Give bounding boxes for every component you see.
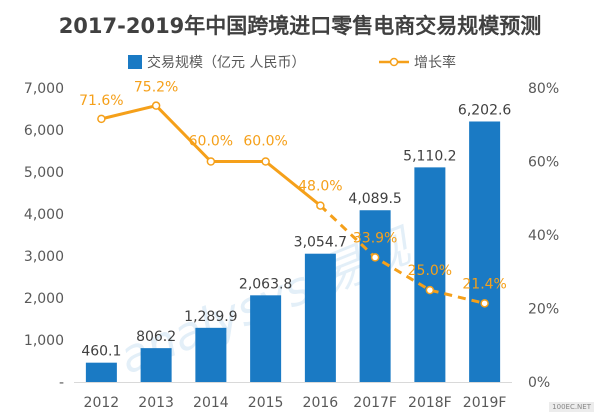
labels-layer: 460.1 806.2 1,289.9 2,063.8 3,054.7 4,089.5 5,… [79,80,511,360]
y-left-tick-label: 1,000 [24,333,64,349]
growth-value-label: 21.4% [462,276,506,292]
growth-value-label: 33.9% [353,230,397,246]
bar-value-label: 806.2 [136,329,176,345]
x-tick-label: 2014 [193,395,229,411]
x-tick-label: 2013 [138,395,174,411]
y-left-tick-label: 7,000 [24,81,64,97]
growth-point-2017F [370,253,380,262]
growth-point-2014 [206,157,216,166]
x-tick-label: 2016 [303,395,339,411]
y-left-tick-label: - [59,375,64,391]
y-left-tick-label: 4,000 [24,207,64,223]
growth-point-2019F [480,299,489,308]
growth-point-2016 [316,201,325,210]
line-layer [97,101,489,308]
legend-label-line: 增长率 [414,54,456,71]
growth-line-actual [101,103,322,207]
bar-value-label: 1,289.9 [184,309,237,325]
x-tick-label: 2018F [408,395,452,411]
growth-value-label: 75.2% [134,80,178,96]
y-right-tick-label: 40% [528,228,559,244]
bar-2016 [304,253,336,382]
x-tick-label: 2017F [353,395,397,411]
y-right-tick-label: 0% [528,375,550,391]
y-left-tick-label: 6,000 [24,123,64,139]
growth-value-label: 60.0% [243,134,287,150]
bar-value-label: 4,089.5 [348,191,401,207]
bar-2014 [195,327,227,382]
y-left-tick-label: 5,000 [24,165,64,181]
axes-layer: - 1,000 2,000 3,000 4,000 5,000 6,000 7,000 0% 20… [24,81,559,411]
bar-value-label: 6,202.6 [458,102,512,118]
growth-point-2013 [151,101,161,110]
x-tick-label: 2012 [84,395,120,411]
bar-value-label: 460.1 [81,344,121,360]
bar-2012 [85,362,117,382]
chart-title: 2017-2019年中国跨境进口零售电商交易规模预测 [58,14,542,38]
y-left-tick-label: 3,000 [24,249,64,265]
growth-point-2018F [425,285,435,295]
legend-swatch-bar [128,55,142,69]
y-right-tick-label: 20% [528,302,559,318]
bar-2019F [469,121,501,383]
legend-label-bar: 交易规模（亿元 人民币） [147,54,305,71]
watermark-site-text: 100EC.NET [549,402,594,412]
legend-swatch-marker [389,57,399,67]
y-left-tick-label: 2,000 [24,291,64,307]
bar-2018F [414,167,446,382]
bar-2017F [359,210,391,382]
bar-2013 [140,348,172,382]
x-tick-label: 2015 [248,395,284,411]
growth-point-2012 [97,114,106,124]
x-tick-label: 2019F [463,395,507,411]
growth-value-label: 71.6% [79,93,123,109]
growth-point-2015 [261,157,270,166]
bar-value-label: 2,063.8 [239,276,292,292]
growth-value-label: 60.0% [189,134,233,150]
y-right-tick-label: 60% [528,155,559,171]
growth-value-label: 48.0% [298,179,342,195]
bar-2015 [250,295,282,382]
growth-value-label: 25.0% [408,263,452,279]
bar-value-label: 5,110.2 [403,148,456,164]
bars-layer [85,121,501,383]
legend: 交易规模（亿元 人民币） 增长率 [128,54,456,71]
bar-value-label: 3,054.7 [294,235,347,251]
y-right-tick-label: 80% [528,81,559,97]
